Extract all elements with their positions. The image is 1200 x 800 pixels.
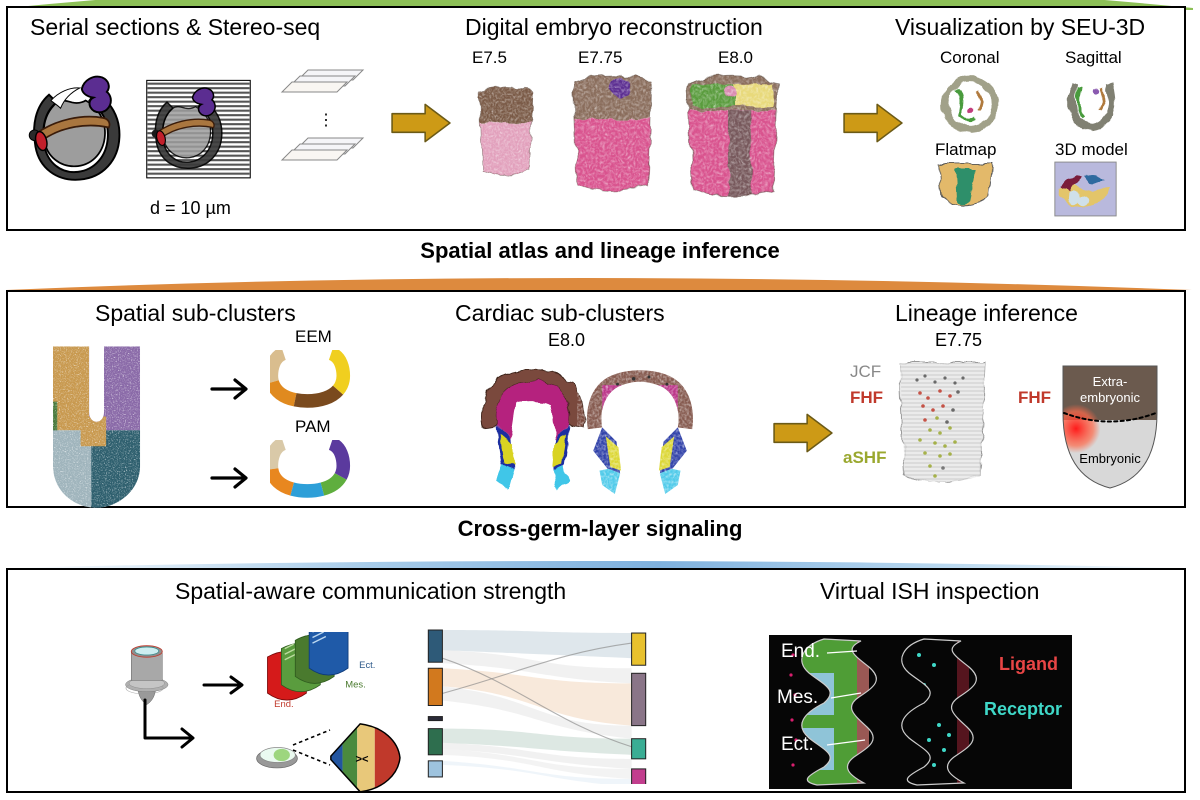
svg-text:Extra-: Extra- bbox=[1093, 374, 1128, 389]
svg-text:Ect.: Ect. bbox=[781, 734, 814, 755]
svg-text:embryonic: embryonic bbox=[1080, 390, 1140, 405]
svg-text:End.: End. bbox=[781, 641, 820, 662]
svg-text:End.: End. bbox=[274, 699, 293, 710]
svg-text:><: >< bbox=[355, 754, 368, 766]
svg-text:Embryonic: Embryonic bbox=[1079, 451, 1141, 466]
svg-text:Receptor: Receptor bbox=[984, 699, 1062, 719]
svg-text:Mes.: Mes. bbox=[345, 680, 365, 691]
svg-text:Mes.: Mes. bbox=[777, 687, 818, 708]
svg-text:Ect.: Ect. bbox=[359, 660, 375, 671]
svg-text:Ligand: Ligand bbox=[999, 654, 1058, 674]
